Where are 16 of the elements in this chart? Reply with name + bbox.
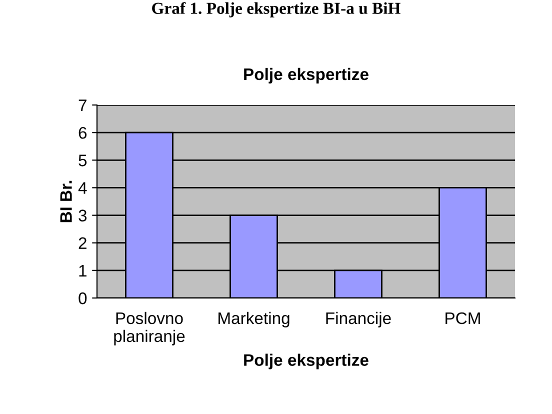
x-tick-label: Poslovno planiranje — [114, 312, 185, 346]
y-tick-label: 1 — [79, 265, 86, 276]
y-tick-label: 5 — [78, 154, 87, 166]
x-tick-label: Financije — [326, 312, 391, 328]
y-tick-label: 3 — [78, 210, 87, 222]
y-tick-label: 4 — [78, 182, 87, 194]
y-tick-label: 7 — [78, 100, 86, 112]
chart-title: Polje ekspertize — [244, 68, 368, 84]
y-tick-label: 0 — [78, 292, 87, 304]
x-axis-title: Polje ekspertize — [244, 354, 368, 370]
x-tick-label: Marketing — [218, 312, 290, 328]
text: Graf 1. Polje ekspertize BI-a u BiH — [152, 2, 400, 18]
y-axis-title: BI Br. — [60, 180, 72, 222]
x-tick-label: PCM — [446, 312, 480, 324]
y-tick-label: 2 — [78, 237, 86, 249]
y-tick-label: 6 — [78, 126, 87, 139]
